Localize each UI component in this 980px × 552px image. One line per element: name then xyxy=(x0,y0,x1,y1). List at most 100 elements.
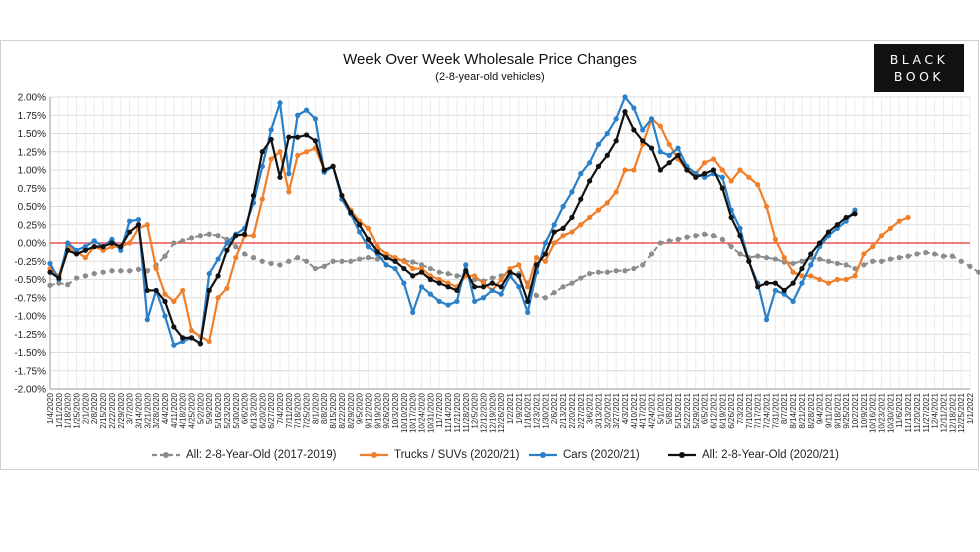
x-tick-label: 1/2/2021 xyxy=(506,392,515,424)
data-point xyxy=(197,341,203,347)
data-point xyxy=(525,298,531,304)
data-point xyxy=(808,262,814,268)
x-tick-label: 8/7/2021 xyxy=(780,392,789,424)
data-point xyxy=(47,260,53,267)
data-point xyxy=(82,247,88,253)
data-point xyxy=(197,233,203,239)
data-point xyxy=(843,276,849,283)
data-point xyxy=(215,273,221,279)
data-point xyxy=(542,240,548,246)
data-point xyxy=(109,244,115,250)
x-tick-label: 7/31/2021 xyxy=(771,392,780,428)
data-point xyxy=(719,167,725,173)
legend-label: Trucks / SUVs (2020/21) xyxy=(394,449,520,461)
data-point xyxy=(162,313,168,319)
data-point xyxy=(277,262,283,268)
data-point xyxy=(587,214,593,221)
y-tick-label: -0.25% xyxy=(14,257,46,268)
data-point xyxy=(418,269,425,275)
x-tick-label: 7/25/2020 xyxy=(303,392,312,428)
data-point xyxy=(73,251,80,257)
data-point xyxy=(595,269,602,275)
data-point xyxy=(215,233,221,239)
x-tick-label: 2/27/2021 xyxy=(577,392,586,428)
data-point xyxy=(657,149,663,155)
data-point xyxy=(215,295,221,301)
data-point xyxy=(648,251,655,257)
data-point xyxy=(401,265,407,272)
data-point xyxy=(480,295,487,301)
data-point xyxy=(47,282,53,288)
data-point xyxy=(357,229,363,235)
data-point xyxy=(604,200,610,206)
data-point xyxy=(436,276,442,283)
data-point xyxy=(887,225,893,231)
data-point xyxy=(940,253,947,259)
y-tick-label: -1.25% xyxy=(14,330,46,341)
data-point xyxy=(162,253,168,259)
y-tick-label: -2.00% xyxy=(14,385,46,396)
data-point xyxy=(542,258,548,264)
data-point xyxy=(268,127,274,133)
data-point xyxy=(171,240,177,246)
data-point xyxy=(418,262,425,268)
data-point xyxy=(303,258,310,264)
y-axis: 2.00% 1.75% 1.50% 1.25% 1.00% 0.75% 0.50% 0.25%… xyxy=(14,93,51,396)
data-point xyxy=(118,247,124,253)
x-tick-label: 12/26/2020 xyxy=(497,392,506,433)
data-point xyxy=(498,291,504,297)
data-point xyxy=(224,240,230,246)
data-point xyxy=(312,116,318,122)
data-point xyxy=(507,265,513,272)
data-point xyxy=(613,268,619,274)
data-point xyxy=(905,253,911,259)
data-point xyxy=(127,268,133,274)
x-tick-label: 11/28/2020 xyxy=(462,392,471,432)
x-tick-label: 6/26/2021 xyxy=(727,392,736,428)
x-tick-label: 5/22/2021 xyxy=(683,392,692,428)
data-point xyxy=(613,116,619,122)
data-point xyxy=(365,255,372,261)
data-point xyxy=(365,244,372,250)
data-point xyxy=(242,251,248,257)
series-1 xyxy=(47,116,911,345)
x-tick-label: 4/10/2021 xyxy=(630,392,639,428)
data-point xyxy=(693,233,699,239)
data-point xyxy=(180,238,186,244)
data-point xyxy=(463,268,469,274)
data-point xyxy=(445,271,451,277)
y-tick-label: -1.50% xyxy=(14,348,46,359)
x-tick-label: 3/21/2020 xyxy=(143,392,152,428)
x-tick-label: 12/19/2020 xyxy=(488,392,497,433)
line-chart: 2.00% 1.75% 1.50% 1.25% 1.00% 0.75% 0.50% 0.25%… xyxy=(14,93,980,433)
data-point xyxy=(507,269,513,275)
x-tick-label: 7/10/2021 xyxy=(745,392,754,428)
data-point xyxy=(834,276,840,283)
x-tick-label: 5/16/2020 xyxy=(214,392,223,428)
data-point xyxy=(755,284,761,290)
data-point xyxy=(339,258,345,264)
data-point xyxy=(569,229,575,235)
y-tick-label: 1.50% xyxy=(18,129,46,140)
x-tick-label: 8/15/2020 xyxy=(329,392,338,428)
data-point xyxy=(277,174,283,180)
x-tick-label: 1/9/2021 xyxy=(515,392,524,424)
data-point xyxy=(631,127,637,133)
data-point xyxy=(250,255,257,261)
data-point xyxy=(622,268,628,274)
data-point xyxy=(436,298,442,304)
data-point xyxy=(728,178,734,184)
x-tick-label: 5/29/2021 xyxy=(692,392,701,428)
data-point xyxy=(427,265,433,272)
x-tick-label: 5/9/2020 xyxy=(205,392,214,424)
chart-title: Week Over Week Wholesale Price Changes xyxy=(343,51,637,68)
data-point xyxy=(710,156,717,162)
data-point xyxy=(259,196,265,202)
data-point xyxy=(188,328,195,334)
data-point xyxy=(648,145,655,151)
x-tick-label: 4/25/2020 xyxy=(188,392,197,428)
data-point xyxy=(135,222,142,228)
data-point xyxy=(702,231,708,237)
data-point xyxy=(383,251,389,257)
data-point xyxy=(392,255,398,261)
